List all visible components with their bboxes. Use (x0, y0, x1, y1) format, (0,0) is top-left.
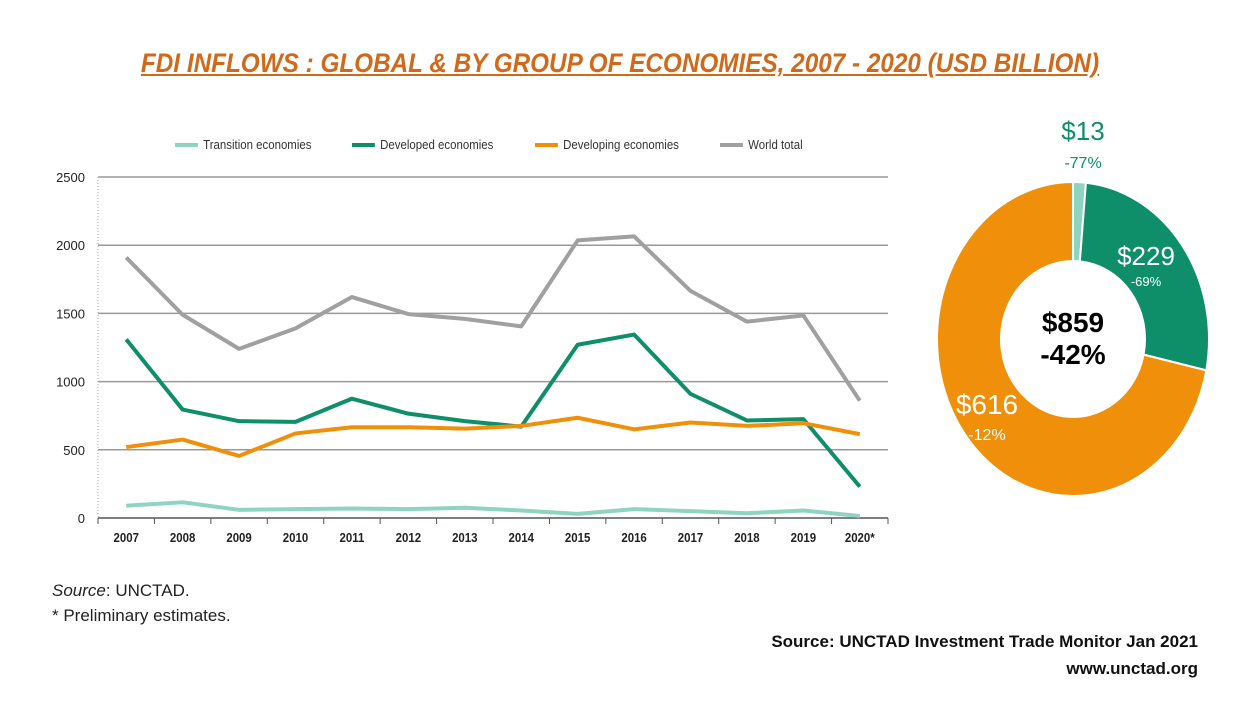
x-tick-label: 2016 (621, 530, 647, 545)
donut-value-label: $616 (956, 389, 1018, 420)
donut-value-label: $229 (1117, 241, 1175, 271)
legend-item: World total (720, 137, 803, 152)
x-tick-label: 2007 (113, 530, 139, 545)
footer: Source: UNCTAD Investment Trade Monitor … (771, 628, 1198, 682)
series-line-transition-economies (126, 500, 860, 518)
legend-swatch (352, 142, 375, 147)
donut-value-label: $13 (1061, 116, 1104, 146)
y-tick-label: 2000 (56, 238, 85, 253)
legend-item: Developing economies (534, 137, 679, 152)
footer-url[interactable]: www.unctad.org (1066, 659, 1198, 678)
x-tick-label: 2020* (845, 530, 875, 545)
donut-change-label: -69% (1131, 274, 1162, 289)
legend-swatch (534, 142, 558, 147)
x-tick-label: 2017 (678, 530, 704, 545)
legend-label: Transition economies (203, 137, 312, 152)
x-tick-label: 2015 (565, 530, 591, 545)
x-tick-label: 2009 (226, 530, 252, 545)
chart-notes: Source: UNCTAD. * Preliminary estimates. (52, 578, 231, 628)
y-tick-label: 500 (63, 443, 85, 458)
donut-total-value: $859 (1042, 307, 1104, 338)
legend-item: Transition economies (175, 137, 311, 152)
legend: Transition economies Developed economies… (175, 137, 814, 152)
x-tick-label: 2018 (734, 530, 760, 545)
legend-label: Developed economies (380, 137, 494, 152)
source-value: : UNCTAD. (105, 581, 190, 600)
series-line-world-total (124, 234, 862, 402)
x-tick-label: 2019 (791, 530, 817, 545)
footer-source: Source: UNCTAD Investment Trade Monitor … (771, 632, 1198, 651)
legend-label: World total (748, 137, 803, 152)
series-line-developing-economies (125, 415, 861, 458)
x-tick-label: 2012 (396, 530, 422, 545)
donut-slice (936, 180, 1208, 497)
y-tick-label: 1500 (56, 306, 85, 321)
donut-change-label: -12% (968, 427, 1005, 444)
source-label: Source (52, 581, 106, 600)
legend-item: Developed economies (352, 137, 493, 152)
series-line-developed-economies (124, 332, 862, 488)
y-tick-label: 0 (78, 511, 85, 526)
donut-slice (1078, 181, 1210, 372)
x-tick-label: 2014 (508, 530, 534, 545)
preliminary-note: * Preliminary estimates. (52, 606, 231, 625)
legend-swatch (720, 142, 744, 147)
x-tick-label: 2011 (340, 530, 365, 545)
y-tick-label: 2500 (56, 170, 85, 185)
chart-title: FDI INFLOWS : GLOBAL & BY GROUP OF ECONO… (140, 48, 1100, 78)
legend-swatch (175, 142, 198, 147)
y-tick-label: 1000 (56, 375, 85, 390)
x-tick-label: 2008 (170, 530, 196, 545)
legend-label: Developing economies (562, 137, 679, 152)
donut-total-change: -42% (1040, 339, 1105, 370)
donut-change-label: -77% (1064, 155, 1101, 172)
x-tick-label: 2010 (283, 530, 309, 545)
x-tick-label: 2013 (452, 530, 478, 545)
